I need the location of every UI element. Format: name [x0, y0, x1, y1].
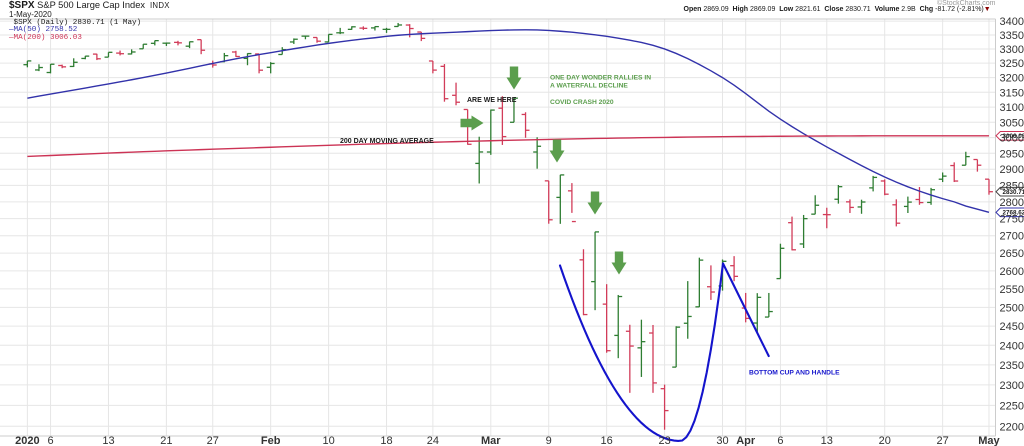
svg-text:27: 27 — [207, 435, 219, 446]
svg-text:3250: 3250 — [1000, 58, 1024, 70]
svg-text:2350: 2350 — [1000, 360, 1024, 372]
svg-text:18: 18 — [380, 435, 392, 446]
svg-text:3050: 3050 — [1000, 117, 1024, 129]
svg-text:3000: 3000 — [1000, 133, 1024, 145]
svg-text:6: 6 — [777, 435, 783, 446]
svg-text:Mar: Mar — [481, 435, 501, 446]
svg-text:2300: 2300 — [1000, 380, 1024, 392]
svg-text:2800: 2800 — [1000, 197, 1024, 209]
svg-text:16: 16 — [601, 435, 613, 446]
svg-text:13: 13 — [102, 435, 114, 446]
svg-text:2200: 2200 — [1000, 421, 1024, 433]
svg-text:23: 23 — [658, 435, 670, 446]
svg-text:2750: 2750 — [1000, 214, 1024, 226]
svg-text:3350: 3350 — [1000, 30, 1024, 42]
svg-text:ARE WE HERE: ARE WE HERE — [467, 97, 517, 104]
svg-text:2450: 2450 — [1000, 321, 1024, 333]
svg-text:2900: 2900 — [1000, 164, 1024, 176]
svg-text:20: 20 — [879, 435, 891, 446]
svg-text:10: 10 — [322, 435, 334, 446]
svg-text:3200: 3200 — [1000, 73, 1024, 85]
svg-text:2400: 2400 — [1000, 340, 1024, 352]
svg-text:Apr: Apr — [736, 435, 756, 446]
svg-text:Feb: Feb — [261, 435, 281, 446]
svg-text:2850: 2850 — [1000, 180, 1024, 192]
svg-text:24: 24 — [427, 435, 439, 446]
svg-text:3100: 3100 — [1000, 102, 1024, 114]
svg-text:2500: 2500 — [1000, 302, 1024, 314]
svg-text:2600: 2600 — [1000, 266, 1024, 278]
svg-text:2700: 2700 — [1000, 231, 1024, 243]
svg-text:COVID CRASH 2020: COVID CRASH 2020 — [550, 99, 614, 106]
svg-text:27: 27 — [937, 435, 949, 446]
svg-text:2650: 2650 — [1000, 248, 1024, 260]
svg-text:ONE DAY WONDER RALLIES IN: ONE DAY WONDER RALLIES IN — [550, 75, 651, 82]
svg-text:9: 9 — [546, 435, 552, 446]
svg-text:30: 30 — [716, 435, 728, 446]
svg-text:2250: 2250 — [1000, 400, 1024, 412]
svg-text:13: 13 — [821, 435, 833, 446]
svg-text:200 DAY MOVING AVERAGE: 200 DAY MOVING AVERAGE — [340, 138, 434, 145]
svg-text:21: 21 — [160, 435, 172, 446]
svg-text:2950: 2950 — [1000, 148, 1024, 160]
svg-text:3150: 3150 — [1000, 87, 1024, 99]
svg-text:BOTTOM CUP AND HANDLE: BOTTOM CUP AND HANDLE — [749, 370, 840, 377]
svg-text:2020: 2020 — [15, 435, 39, 446]
svg-text:3400: 3400 — [1000, 16, 1024, 28]
svg-text:May: May — [978, 435, 1000, 446]
svg-text:A WATERFALL DECLINE: A WATERFALL DECLINE — [550, 83, 628, 90]
svg-text:3300: 3300 — [1000, 44, 1024, 56]
svg-text:2550: 2550 — [1000, 284, 1024, 296]
svg-text:6: 6 — [47, 435, 53, 446]
